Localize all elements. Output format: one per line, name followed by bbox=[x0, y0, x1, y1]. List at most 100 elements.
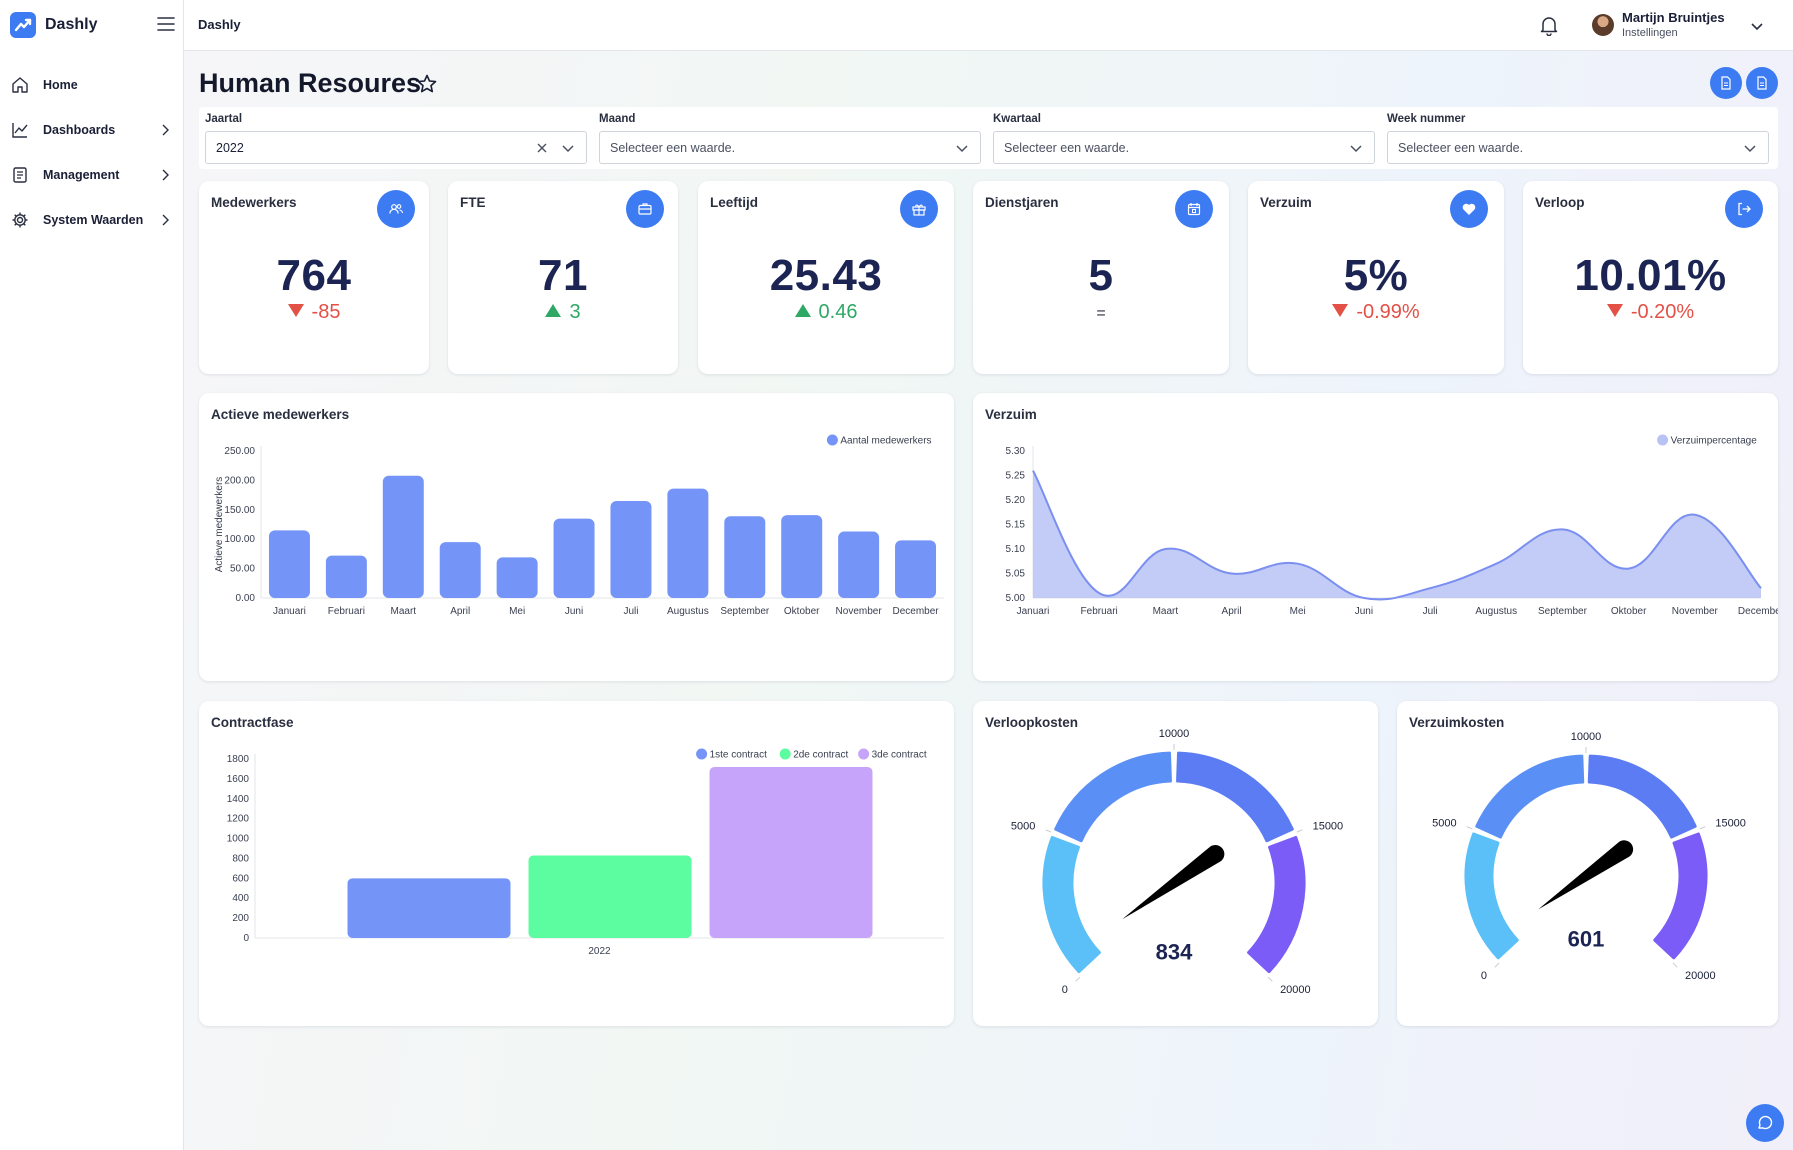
chat-button[interactable] bbox=[1746, 1104, 1784, 1142]
kpi-card-verzuim: Verzuim 5% -0.99% bbox=[1248, 181, 1504, 374]
main-content: Human Resoures Jaartal 2022 Maand Select… bbox=[184, 51, 1793, 1150]
y-tick-label: 200 bbox=[232, 913, 249, 924]
legend-label: Aantal medewerkers bbox=[840, 436, 931, 447]
x-tick-label: April bbox=[1222, 606, 1242, 617]
kpi-card-verloop: Verloop 10.01% -0.20% bbox=[1523, 181, 1778, 374]
sidebar-item-system-waarden[interactable]: System Waarden bbox=[0, 197, 184, 242]
select-placeholder: Selecteer een waarde. bbox=[610, 140, 736, 155]
y-tick-label: 400 bbox=[232, 893, 249, 904]
chevron-right-icon bbox=[160, 168, 170, 182]
bar bbox=[325, 555, 367, 598]
kpi-card-fte: FTE 71 3 bbox=[448, 181, 678, 374]
star-icon[interactable] bbox=[416, 73, 438, 95]
gauge-tick bbox=[1672, 962, 1678, 968]
gauge-tick bbox=[1045, 829, 1052, 833]
sidebar-item-management[interactable]: Management bbox=[0, 152, 184, 197]
gauge-tick bbox=[1296, 829, 1303, 833]
sidebar-nav: Home Dashboards Management System Waarde… bbox=[0, 62, 184, 242]
legend-swatch bbox=[779, 748, 791, 760]
x-tick-label: April bbox=[450, 606, 470, 617]
y-tick-label: 1000 bbox=[227, 834, 250, 845]
gauge-tick-label: 0 bbox=[1481, 970, 1487, 982]
actieve-medewerkers-chart: 0.00 50.00 100.00 150.00 200.00 250.00 Actieve… bbox=[214, 434, 944, 617]
sidebar-item-label: Home bbox=[43, 77, 78, 92]
kpi-title: Verloop bbox=[1535, 195, 1585, 210]
sidebar-item-home[interactable]: Home bbox=[0, 62, 184, 107]
chevron-down-icon bbox=[956, 143, 968, 153]
export-pdf-button[interactable] bbox=[1710, 67, 1742, 99]
bar bbox=[347, 878, 511, 938]
legend-swatch bbox=[826, 434, 838, 446]
x-tick-label: Maart bbox=[1153, 606, 1179, 617]
clear-icon[interactable] bbox=[536, 142, 548, 154]
filter-week-nummer: Week nummer Selecteer een waarde. bbox=[1387, 113, 1769, 164]
bar bbox=[268, 530, 310, 598]
kpi-card-medewerkers: Medewerkers 764 -85 bbox=[199, 181, 429, 374]
legend-swatch bbox=[1657, 434, 1669, 446]
filter-kwartaal: Kwartaal Selecteer een waarde. bbox=[993, 113, 1375, 164]
card-title: Verloopkosten bbox=[985, 715, 1079, 730]
home-icon bbox=[10, 75, 30, 95]
x-tick-label: Januari bbox=[1017, 606, 1050, 617]
legend-label: Verzuimpercentage bbox=[1671, 436, 1758, 447]
kpi-title: Medewerkers bbox=[211, 195, 297, 210]
y-tick-label: 0 bbox=[243, 933, 249, 944]
gauge-segment bbox=[1653, 832, 1708, 960]
contractfase-chart: 0 200 400 600 800 1000 1200 1400 1600 1800 2022 3de… bbox=[227, 748, 944, 957]
gift-icon bbox=[900, 190, 938, 228]
gauge-tick bbox=[1075, 976, 1081, 982]
legend-label: 2de contract bbox=[793, 750, 848, 761]
x-tick-label: December bbox=[892, 606, 939, 617]
y-tick-label: 250.00 bbox=[224, 446, 255, 457]
area-fill bbox=[1033, 470, 1761, 600]
topbar: Dashly Martijn Bruintjes Instellingen bbox=[184, 0, 1793, 51]
file-icon bbox=[1757, 76, 1767, 90]
hamburger-menu-icon[interactable] bbox=[156, 16, 176, 32]
verloopkosten-gauge: 0 5000 10000 15000 20000 834 bbox=[1011, 728, 1344, 996]
x-tick-label: Mei bbox=[1290, 606, 1306, 617]
bell-icon[interactable] bbox=[1538, 14, 1560, 37]
maand-select[interactable]: Selecteer een waarde. bbox=[599, 131, 981, 164]
kpi-title: Leeftijd bbox=[710, 195, 759, 210]
chevron-down-icon bbox=[562, 143, 574, 153]
sidebar-item-label: System Waarden bbox=[43, 212, 144, 227]
gauge-tick-label: 15000 bbox=[1313, 821, 1344, 833]
topbar-title: Dashly bbox=[198, 17, 241, 32]
week-nummer-select[interactable]: Selecteer een waarde. bbox=[1387, 131, 1769, 164]
kpi-delta: -0.99% bbox=[1248, 301, 1504, 324]
chevron-down-icon[interactable] bbox=[1751, 19, 1763, 31]
card-verzuimkosten: Verzuimkosten 0 5000 10000 15000 20000 601 bbox=[1397, 701, 1778, 1026]
brand[interactable]: Dashly bbox=[10, 11, 97, 39]
kpi-card-leeftijd: Leeftijd 25.43 0.46 bbox=[698, 181, 954, 374]
bar bbox=[667, 488, 709, 598]
x-tick-label: Maart bbox=[391, 606, 417, 617]
x-tick-label: November bbox=[836, 606, 883, 617]
user-menu[interactable]: Martijn Bruintjes Instellingen bbox=[1592, 8, 1725, 42]
filter-label: Kwartaal bbox=[993, 113, 1041, 125]
kpi-value: 5 bbox=[1088, 251, 1114, 300]
jaartal-select[interactable]: 2022 bbox=[205, 131, 587, 164]
x-tick-label: Januari bbox=[273, 606, 306, 617]
y-tick-label: 100.00 bbox=[224, 534, 255, 545]
user-settings-link[interactable]: Instellingen bbox=[1622, 27, 1678, 39]
y-tick-label: 5.20 bbox=[1006, 495, 1026, 506]
chevron-down-icon bbox=[1744, 143, 1756, 153]
x-tick-label: December bbox=[1738, 606, 1778, 617]
kwartaal-select[interactable]: Selecteer een waarde. bbox=[993, 131, 1375, 164]
card-actieve-medewerkers: Actieve medewerkers 0.00 50.00 100.00 150.0… bbox=[199, 393, 954, 681]
kpi-value: 25.43 bbox=[769, 251, 883, 300]
export-excel-button[interactable] bbox=[1746, 67, 1778, 99]
legend-swatch bbox=[696, 748, 708, 760]
x-tick-label: Mei bbox=[509, 606, 525, 617]
y-tick-label: 800 bbox=[232, 853, 249, 864]
brand-name: Dashly bbox=[45, 16, 98, 33]
arrow-up-icon bbox=[545, 304, 562, 318]
filter-bar: Jaartal 2022 Maand Selecteer een waarde.… bbox=[199, 107, 1778, 169]
y-tick-label: 50.00 bbox=[230, 564, 255, 575]
arrow-up-icon bbox=[794, 304, 811, 318]
sidebar-item-dashboards[interactable]: Dashboards bbox=[0, 107, 184, 152]
x-tick-label: Juli bbox=[623, 606, 638, 617]
sidebar: Dashly Home Dashboards Management bbox=[0, 0, 184, 1150]
y-tick-label: 1400 bbox=[227, 794, 250, 805]
card-verloopkosten: Verloopkosten 0 5000 10000 15000 20000 834 bbox=[973, 701, 1378, 1026]
